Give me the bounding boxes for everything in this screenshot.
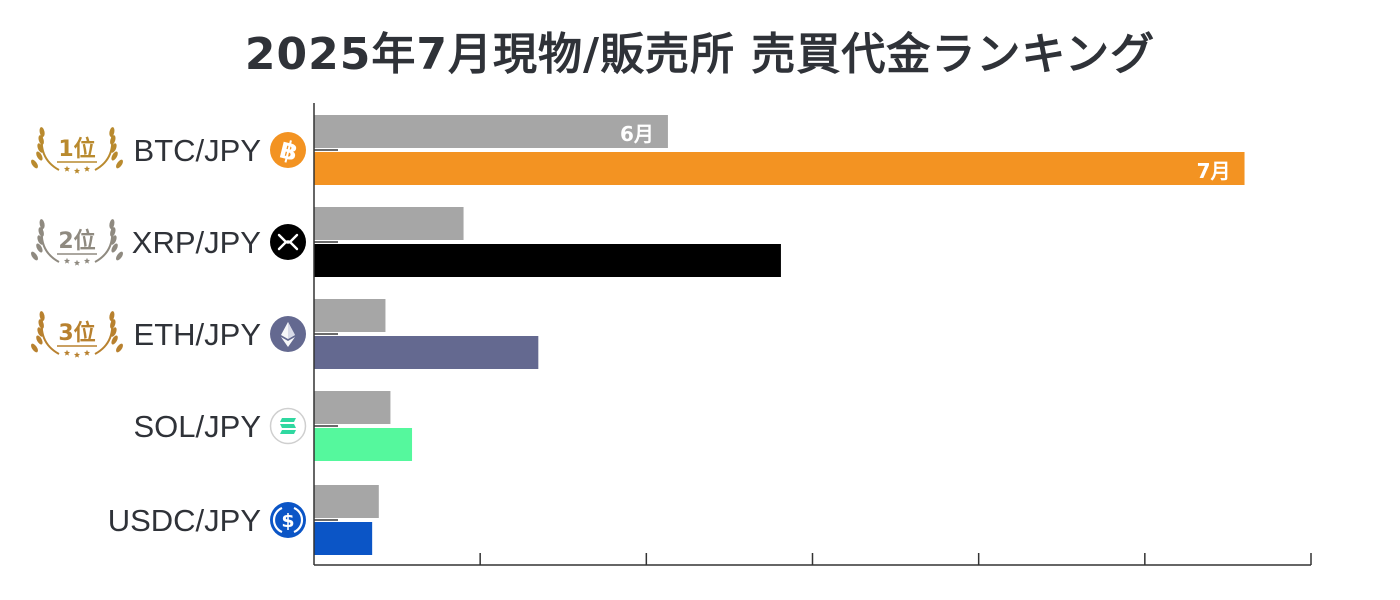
rank-label: 3位 [58,320,95,346]
bars-layer [314,115,1245,555]
category-label-btc-jpy: BTC/JPY [134,133,261,168]
usdc-icon: $ [270,502,306,538]
ranks-layer: 1位 2位 3位 [31,127,123,358]
svg-text:฿: ฿ [277,135,301,167]
category-label-sol-jpy: SOL/JPY [134,409,262,444]
bar-july-xrp-jpy [314,244,781,277]
rank-badge-2位: 2位 [31,219,123,266]
labels-layer: 6月 7月 BTC/JPY XRP/JPY ETH/JPY SOL/JPY USDC/JPY [108,122,1231,538]
bar-june-usdc-jpy [314,485,379,518]
icons-layer: ฿$ [269,132,307,538]
rank-badge-3位: 3位 [31,311,123,358]
category-label-eth-jpy: ETH/JPY [134,317,261,352]
rank-label: 1位 [58,136,95,162]
rank-label: 2位 [58,228,95,254]
month-label-june: 6月 [620,122,654,146]
bar-june-eth-jpy [314,299,386,332]
bar-july-eth-jpy [314,336,539,369]
chart-title: 2025年7月現物/販売所 売買代金ランキング [244,29,1156,80]
bar-july-btc-jpy [314,152,1245,185]
bitcoin-icon: ฿ [270,132,306,168]
category-label-usdc-jpy: USDC/JPY [108,503,261,538]
svg-text:$: $ [281,510,294,532]
ethereum-icon [270,316,306,352]
bar-june-btc-jpy [314,115,668,148]
bar-july-usdc-jpy [314,522,373,555]
bar-june-xrp-jpy [314,207,464,240]
month-label-july: 7月 [1197,159,1231,183]
solana-icon [269,407,307,445]
rank-badge-1位: 1位 [31,127,123,174]
bar-june-sol-jpy [314,391,391,424]
category-label-xrp-jpy: XRP/JPY [132,225,261,260]
axis-layer [313,103,1312,566]
xrp-icon [270,224,306,260]
bar-july-sol-jpy [314,428,413,461]
